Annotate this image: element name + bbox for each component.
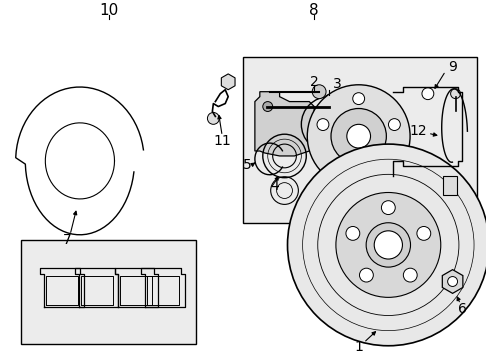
Circle shape	[346, 124, 370, 148]
Circle shape	[381, 201, 394, 215]
Text: 5: 5	[242, 158, 251, 172]
Text: 3: 3	[332, 77, 341, 91]
Text: 8: 8	[309, 3, 318, 18]
Circle shape	[207, 112, 219, 124]
Circle shape	[330, 161, 342, 172]
Circle shape	[421, 155, 433, 167]
Circle shape	[373, 231, 402, 259]
Circle shape	[447, 276, 457, 287]
Text: 1: 1	[353, 340, 363, 354]
Circle shape	[387, 119, 400, 131]
Circle shape	[330, 108, 386, 164]
Circle shape	[345, 226, 359, 240]
Circle shape	[262, 102, 272, 112]
Text: 6: 6	[457, 302, 466, 316]
Bar	[20, 240, 195, 344]
Circle shape	[416, 226, 430, 240]
Bar	[442, 176, 456, 195]
Circle shape	[403, 268, 416, 282]
Text: 9: 9	[447, 60, 456, 74]
Text: 2: 2	[309, 75, 318, 89]
Text: 12: 12	[408, 124, 426, 138]
Circle shape	[374, 161, 386, 172]
Circle shape	[421, 88, 433, 100]
Polygon shape	[254, 92, 314, 156]
Circle shape	[335, 193, 440, 297]
Text: 4: 4	[270, 179, 279, 193]
Circle shape	[352, 93, 364, 104]
Bar	[243, 57, 476, 223]
Circle shape	[306, 85, 409, 188]
Circle shape	[359, 268, 372, 282]
Text: 11: 11	[213, 134, 231, 148]
Circle shape	[450, 89, 460, 99]
Circle shape	[324, 95, 333, 104]
Circle shape	[316, 119, 328, 131]
Text: 10: 10	[99, 3, 118, 18]
Circle shape	[287, 144, 488, 346]
Circle shape	[311, 85, 325, 99]
Text: 7: 7	[62, 233, 71, 247]
Circle shape	[366, 223, 410, 267]
